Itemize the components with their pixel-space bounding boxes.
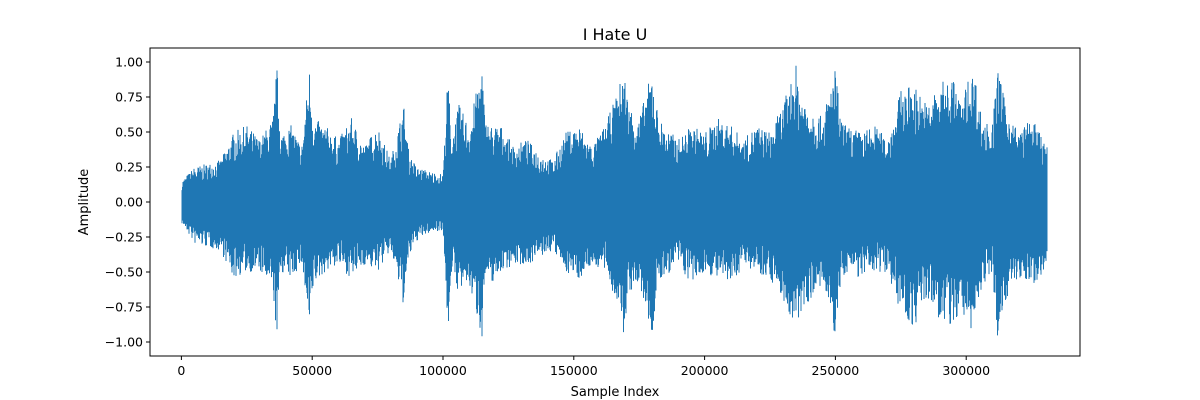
y-axis: 1.00 0.75 0.50 0.25 0.00 −0.25 −0.50 −0.75 −1.00 xyxy=(105,55,150,350)
y-tick-label: 0.75 xyxy=(115,90,143,105)
y-axis-label: Amplitude xyxy=(77,169,92,236)
y-tick-label: 0.00 xyxy=(115,195,143,210)
y-tick-label: 0.50 xyxy=(115,125,143,140)
x-tick-label: 250000 xyxy=(812,363,860,378)
y-tick-label: 0.25 xyxy=(115,160,143,175)
x-axis-label: Sample Index xyxy=(571,385,660,400)
y-tick-label: −0.75 xyxy=(105,300,143,315)
x-tick-label: 200000 xyxy=(681,363,729,378)
x-tick-label: 50000 xyxy=(292,363,332,378)
x-tick-label: 300000 xyxy=(942,363,990,378)
x-tick-label: 0 xyxy=(177,363,185,378)
x-axis: 0 50000 100000 150000 200000 250000 300000 xyxy=(177,356,990,378)
y-tick-label: −0.50 xyxy=(105,265,143,280)
chart-title: I Hate U xyxy=(583,25,648,44)
x-tick-label: 150000 xyxy=(550,363,598,378)
x-tick-label: 100000 xyxy=(419,363,467,378)
waveform-line xyxy=(181,65,1048,337)
waveform-series xyxy=(181,65,1048,337)
y-tick-label: −0.25 xyxy=(105,230,143,245)
y-tick-label: 1.00 xyxy=(115,55,143,70)
y-tick-label: −1.00 xyxy=(105,335,143,350)
